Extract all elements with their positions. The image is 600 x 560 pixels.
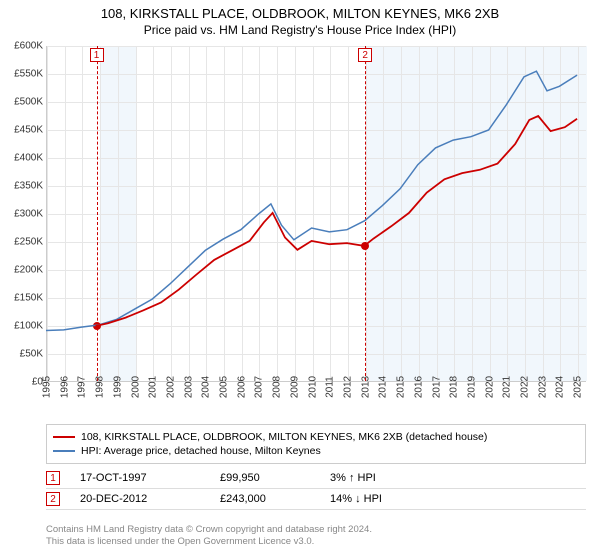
y-axis-tick-label: £400K	[14, 153, 43, 164]
legend-item: HPI: Average price, detached house, Milt…	[53, 445, 579, 457]
plot-area: £0£50K£100K£150K£200K£250K£300K£350K£400…	[46, 46, 586, 382]
title-block: 108, KIRKSTALL PLACE, OLDBROOK, MILTON K…	[0, 0, 600, 37]
footer-line: This data is licensed under the Open Gov…	[46, 536, 586, 548]
legend-swatch	[53, 450, 75, 452]
y-axis-tick-label: £450K	[14, 125, 43, 136]
y-axis-tick-label: £200K	[14, 265, 43, 276]
y-axis-tick-label: £300K	[14, 209, 43, 220]
table-row: 2 20-DEC-2012 £243,000 14% ↓ HPI	[46, 489, 586, 510]
transactions-table: 1 17-OCT-1997 £99,950 3% ↑ HPI 2 20-DEC-…	[46, 468, 586, 510]
y-axis-tick-label: £100K	[14, 321, 43, 332]
legend-item: 108, KIRKSTALL PLACE, OLDBROOK, MILTON K…	[53, 431, 579, 443]
line-series-svg	[46, 46, 586, 382]
y-axis-tick-label: £150K	[14, 293, 43, 304]
footer-line: Contains HM Land Registry data © Crown c…	[46, 524, 586, 536]
chart-subtitle: Price paid vs. HM Land Registry's House …	[0, 23, 600, 37]
transaction-date: 17-OCT-1997	[80, 472, 200, 484]
legend-label: 108, KIRKSTALL PLACE, OLDBROOK, MILTON K…	[81, 431, 487, 443]
y-axis-tick-label: £350K	[14, 181, 43, 192]
attribution-footer: Contains HM Land Registry data © Crown c…	[46, 524, 586, 549]
transaction-date: 20-DEC-2012	[80, 493, 200, 505]
y-axis-tick-label: £550K	[14, 69, 43, 80]
transaction-price: £99,950	[220, 472, 310, 484]
y-axis-tick-label: £250K	[14, 237, 43, 248]
legend-swatch	[53, 436, 75, 438]
transaction-vs-hpi: 3% ↑ HPI	[330, 472, 430, 484]
event-marker-icon: 2	[46, 492, 60, 506]
event-marker-icon: 1	[46, 471, 60, 485]
series-line-hpi	[46, 71, 577, 330]
chart-title: 108, KIRKSTALL PLACE, OLDBROOK, MILTON K…	[0, 6, 600, 21]
series-line-property	[96, 116, 577, 326]
legend-label: HPI: Average price, detached house, Milt…	[81, 445, 321, 457]
table-row: 1 17-OCT-1997 £99,950 3% ↑ HPI	[46, 468, 586, 489]
legend: 108, KIRKSTALL PLACE, OLDBROOK, MILTON K…	[46, 424, 586, 464]
transaction-vs-hpi: 14% ↓ HPI	[330, 493, 430, 505]
y-axis-tick-label: £600K	[14, 41, 43, 52]
chart-container: 108, KIRKSTALL PLACE, OLDBROOK, MILTON K…	[0, 0, 600, 560]
transaction-price: £243,000	[220, 493, 310, 505]
y-axis-tick-label: £50K	[20, 349, 43, 360]
y-axis-tick-label: £500K	[14, 97, 43, 108]
